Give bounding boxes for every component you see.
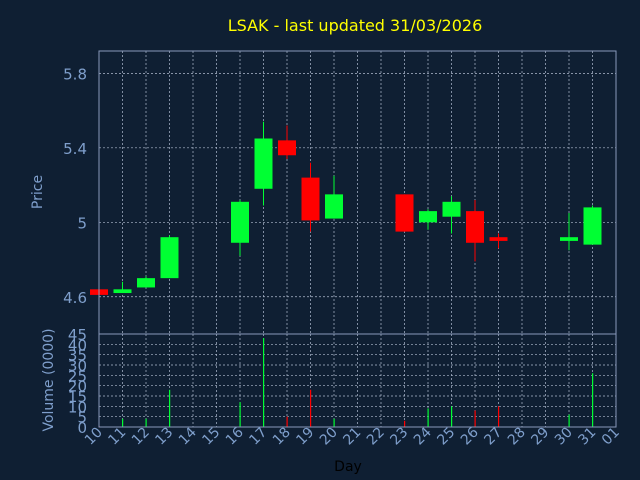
x-tick-label: 31 <box>575 425 599 449</box>
x-tick-label: 28 <box>505 425 529 449</box>
candle-body <box>395 194 414 232</box>
chart-title: LSAK - last updated 31/03/2026 <box>228 16 483 35</box>
candle-body <box>466 211 484 243</box>
volume-y-tick-label: 15 <box>68 388 87 406</box>
candle-body <box>442 201 461 217</box>
volume-bar <box>263 338 265 427</box>
candle-body <box>254 138 273 189</box>
volume-bar <box>498 406 500 427</box>
volume-bar <box>333 418 335 427</box>
volume-grid <box>99 334 616 427</box>
price-candles <box>90 121 602 295</box>
x-tick-label: 26 <box>458 424 482 448</box>
candle-body <box>583 207 602 245</box>
price-y-tick-label: 5.8 <box>63 65 87 83</box>
price-y-tick-label: 5 <box>77 214 87 232</box>
x-tick-label: 14 <box>176 424 200 448</box>
candle-body <box>278 140 296 156</box>
volume-bar <box>451 406 453 427</box>
volume-y-tick-label: 25 <box>68 367 87 385</box>
price-panel: 4.6 5 5.4 5.8 Price <box>30 50 617 335</box>
price-grid <box>99 51 616 334</box>
volume-y-tick-label: 5 <box>77 409 87 427</box>
volume-plot-border <box>98 333 617 428</box>
candle-body <box>113 289 132 294</box>
x-tick-label: 29 <box>528 425 552 449</box>
x-tick-label: 01 <box>599 425 623 449</box>
x-tick-label: 25 <box>434 425 458 449</box>
volume-y-tick-label: 20 <box>68 378 87 396</box>
volume-bars <box>98 338 594 427</box>
volume-bar <box>239 402 241 427</box>
price-axis-label: Price <box>30 175 46 209</box>
candle-body <box>560 237 578 241</box>
volume-y-tick-label: 35 <box>68 347 87 365</box>
volume-y-tick-label: 45 <box>68 326 87 344</box>
price-y-tick-label: 4.6 <box>63 289 87 307</box>
candle-body <box>231 201 249 243</box>
x-tick-label: 24 <box>411 424 435 448</box>
x-tick-label: 23 <box>387 425 411 449</box>
volume-bar <box>286 416 288 427</box>
volume-bar <box>427 408 429 427</box>
x-tick-label: 20 <box>317 425 341 449</box>
x-tick-label: 22 <box>364 425 388 449</box>
x-tick-label: 15 <box>199 425 223 449</box>
x-tick-label: 12 <box>129 425 153 449</box>
price-y-tick-label: 5.4 <box>63 140 87 158</box>
volume-y-tick-label: 40 <box>68 336 87 354</box>
x-tick-label: 27 <box>481 425 505 449</box>
volume-bar <box>145 418 147 427</box>
x-tick-label: 11 <box>105 425 129 449</box>
candle-body <box>325 194 343 219</box>
volume-bar <box>568 414 570 427</box>
volume-bar <box>310 389 312 427</box>
volume-y-tick-label: 0 <box>77 419 87 437</box>
volume-bar <box>122 418 124 427</box>
candle-body <box>419 211 437 223</box>
x-tick-label: 19 <box>293 425 317 449</box>
candle-body <box>301 177 320 221</box>
volume-y-tick-label: 10 <box>68 398 87 416</box>
candle-body <box>137 278 155 288</box>
volume-bar <box>169 389 171 427</box>
x-axis-label: Day <box>334 459 362 475</box>
price-y-ticks: 4.6 5 5.4 5.8 <box>63 65 87 306</box>
volume-bar <box>474 410 476 427</box>
volume-bar <box>404 420 406 427</box>
volume-axis-label: Volume (0000) <box>41 328 57 431</box>
x-axis-ticks: 10 11 12 13 14 15 16 17 18 19 20 21 22 23 24 25 26 27 28 29… <box>82 424 623 448</box>
x-tick-label: 18 <box>270 425 294 449</box>
candle-body <box>160 237 179 279</box>
x-tick-label: 21 <box>340 425 364 449</box>
x-tick-label: 17 <box>246 425 270 449</box>
x-tick-label: 30 <box>552 425 576 449</box>
volume-y-tick-label: 30 <box>68 357 87 375</box>
x-tick-label: 13 <box>152 425 176 449</box>
x-tick-label: 16 <box>223 424 247 448</box>
volume-bar <box>592 373 594 427</box>
candle-body <box>489 237 508 241</box>
